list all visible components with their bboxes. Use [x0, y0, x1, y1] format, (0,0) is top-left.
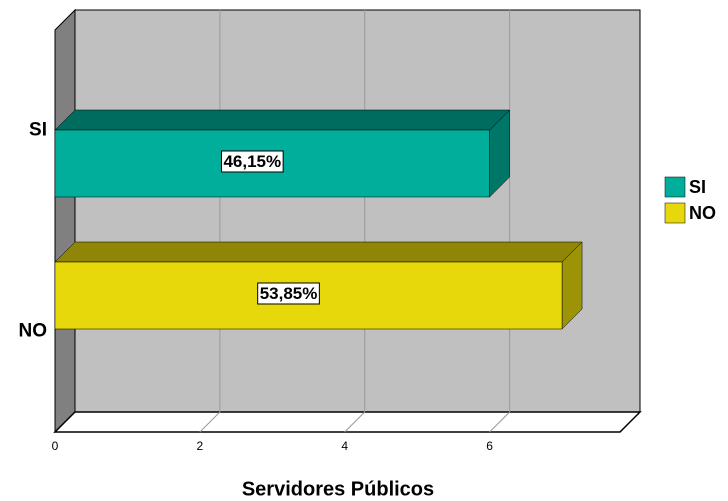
legend-label: NO	[689, 203, 716, 223]
grid-line	[199, 411, 221, 433]
x-tick-label: 4	[341, 439, 348, 453]
y-tick-label: NO	[19, 321, 48, 342]
bar-top	[54, 109, 511, 131]
x-tick-label: 6	[486, 439, 493, 453]
legend-swatch	[664, 176, 686, 198]
value-label: 46,15%	[223, 152, 281, 171]
bar-top	[54, 241, 583, 263]
x-axis-title: Servidores Públicos	[242, 478, 434, 500]
value-label-box	[257, 282, 320, 305]
legend-swatch	[664, 202, 686, 224]
y-tick-label: SI	[29, 120, 47, 141]
value-label: 53,85%	[260, 284, 318, 303]
grid-line	[489, 411, 510, 433]
x-tick-label: 2	[197, 439, 204, 453]
grid-line	[344, 411, 366, 433]
floor	[53, 411, 642, 433]
value-label-box	[220, 150, 284, 173]
legend-label: SI	[689, 177, 706, 197]
back-wall	[74, 9, 641, 413]
left-wall	[54, 8, 76, 434]
x-tick-label: 0	[52, 439, 59, 453]
